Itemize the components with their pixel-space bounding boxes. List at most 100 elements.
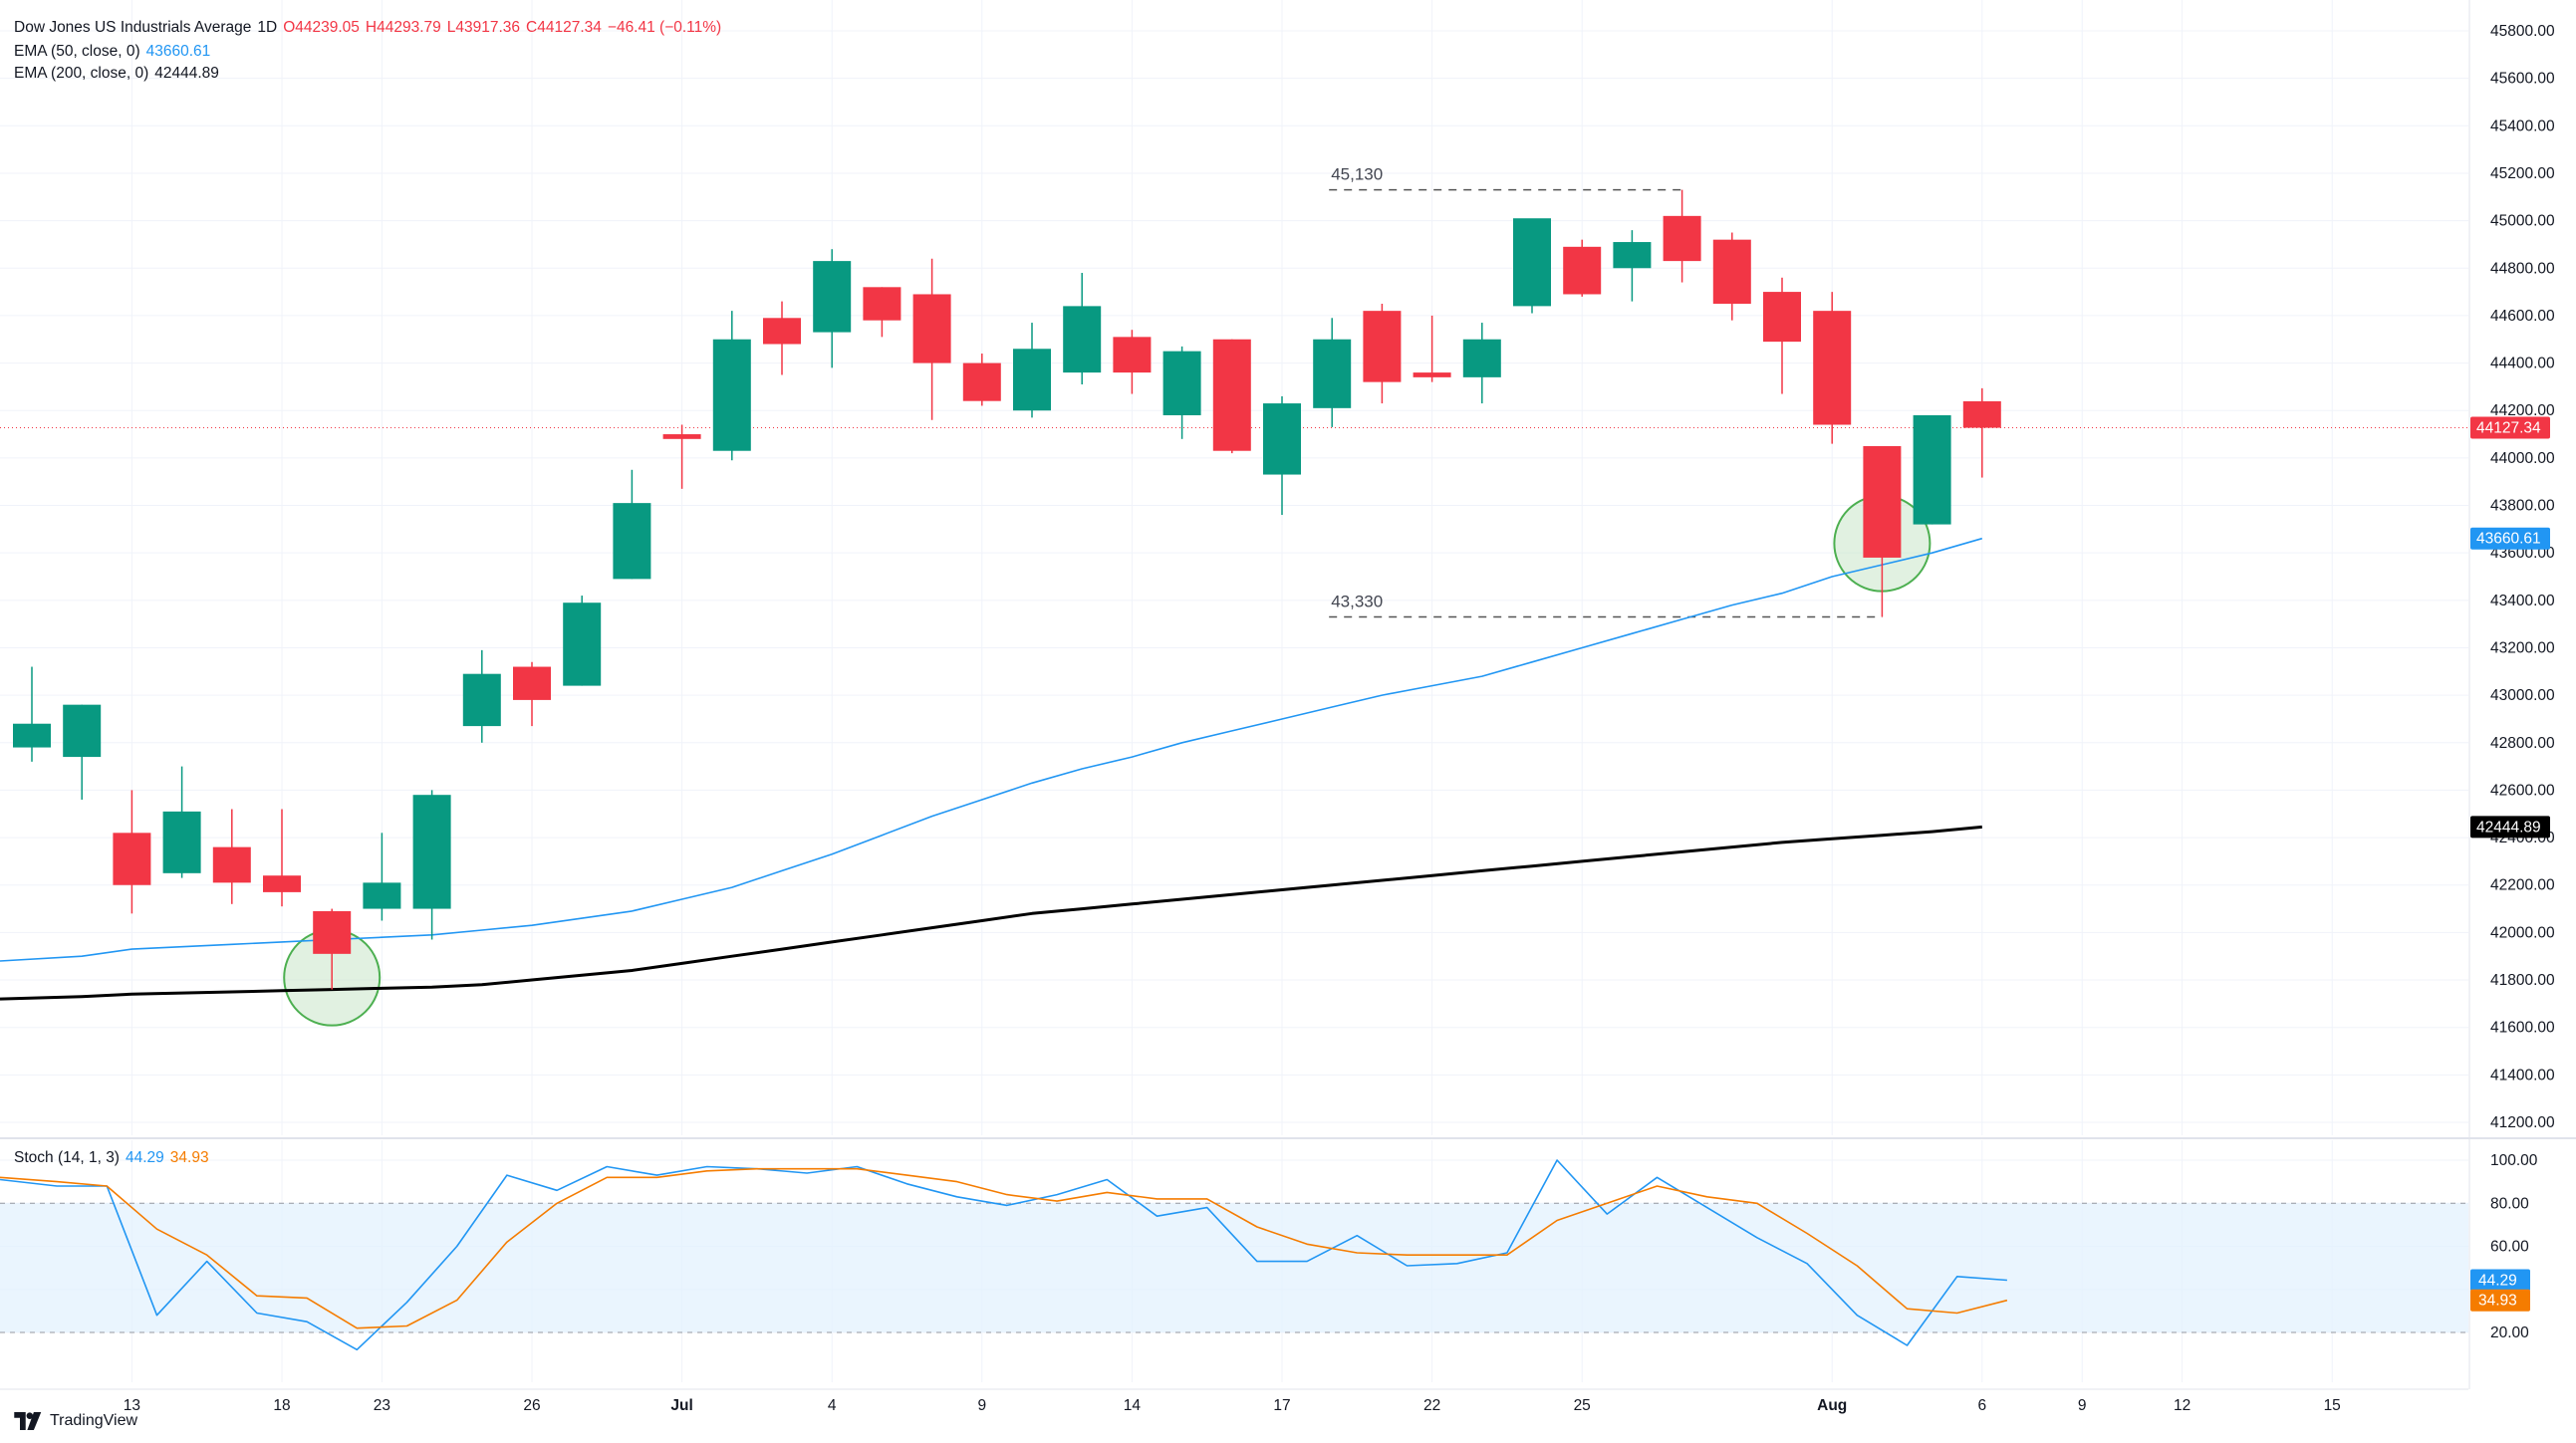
level-label: 43,330 (1331, 593, 1383, 611)
candle-body[interactable] (1363, 311, 1402, 382)
change-value: −46.41 (−0.11%) (607, 19, 722, 36)
price-tick-label: 45200.00 (2490, 165, 2555, 182)
candle-body[interactable] (13, 723, 51, 748)
price-tick-label: 44200.00 (2490, 402, 2555, 419)
price-tick-label: 42200.00 (2490, 877, 2555, 894)
high-value: H44293.79 (365, 19, 441, 36)
candle-body[interactable] (1913, 414, 1951, 525)
candle-body[interactable] (1513, 218, 1551, 307)
level-label: 45,130 (1331, 165, 1383, 184)
candle-body[interactable] (813, 261, 852, 333)
candle-body[interactable] (1813, 311, 1852, 425)
price-tick-label: 43000.00 (2490, 687, 2555, 704)
price-tick-label: 42800.00 (2490, 735, 2555, 752)
last-price-tag-bg (2470, 416, 2550, 439)
candle-body[interactable] (412, 795, 451, 909)
candle-body[interactable] (1413, 372, 1451, 377)
stoch-band (0, 1203, 2468, 1332)
price-tick-label: 45800.00 (2490, 23, 2555, 40)
open-value: O44239.05 (283, 19, 360, 36)
candle-body[interactable] (962, 362, 1001, 401)
ema200-price-tag: 42444.89 (2476, 819, 2541, 836)
candle-body[interactable] (1563, 246, 1602, 295)
candle-body[interactable] (1113, 337, 1152, 373)
stoch-tick-label: 80.00 (2490, 1195, 2529, 1212)
candle-body[interactable] (1613, 242, 1652, 269)
price-tick-label: 41200.00 (2490, 1114, 2555, 1131)
price-tick-label: 41600.00 (2490, 1020, 2555, 1037)
price-tick-label: 41400.00 (2490, 1067, 2555, 1083)
price-tick-label: 43400.00 (2490, 593, 2555, 609)
stoch-k-value: 44.29 (125, 1149, 164, 1166)
time-tick-label: 26 (523, 1397, 540, 1414)
candle-body[interactable] (912, 294, 951, 363)
time-tick-label: 22 (1423, 1397, 1440, 1414)
candle-body[interactable] (1263, 403, 1301, 475)
stoch-k-tag: 44.29 (2478, 1272, 2517, 1289)
stoch-d-tag-bg (2470, 1289, 2530, 1312)
candle-body[interactable] (263, 875, 301, 892)
candle-body[interactable] (863, 287, 902, 321)
price-tick-label: 42600.00 (2490, 782, 2555, 799)
time-tick-label: 9 (2078, 1397, 2087, 1414)
candle-body[interactable] (63, 704, 102, 758)
logo-text: TradingView (50, 1412, 138, 1429)
candle-body[interactable] (162, 811, 201, 873)
price-tick-label: 44600.00 (2490, 308, 2555, 325)
candle-body[interactable] (1313, 339, 1352, 408)
symbol-header: Dow Jones US Industrials Average 1D O44239… (14, 18, 727, 38)
candle-body[interactable] (1712, 239, 1751, 304)
candle-body[interactable] (1212, 339, 1251, 451)
interval-label[interactable]: 1D (257, 19, 278, 36)
price-tick-label: 44800.00 (2490, 260, 2555, 277)
time-tick-label: 14 (1124, 1397, 1142, 1414)
ema50-price-tag-bg (2470, 527, 2550, 550)
time-tick-label: 15 (2324, 1397, 2341, 1414)
price-tick-label: 43800.00 (2490, 498, 2555, 515)
price-tick-label: 45600.00 (2490, 71, 2555, 88)
ema50-value: 43660.61 (145, 43, 211, 60)
candle-body[interactable] (1763, 292, 1801, 343)
price-tick-label: 42000.00 (2490, 924, 2555, 941)
candle-body[interactable] (313, 910, 352, 954)
time-tick-label: 12 (2174, 1397, 2190, 1414)
stoch-k-line[interactable] (0, 1159, 2007, 1351)
stoch-tick-label: 60.00 (2490, 1239, 2529, 1256)
candle-body[interactable] (462, 673, 501, 727)
candle-body[interactable] (613, 503, 651, 580)
ema50-line[interactable] (0, 537, 1983, 962)
candle-body[interactable] (563, 602, 602, 686)
candle-body[interactable] (1063, 306, 1102, 373)
price-tick-label: 41800.00 (2490, 972, 2555, 989)
stoch-d-value: 34.93 (169, 1149, 209, 1166)
ema200-value: 42444.89 (154, 65, 219, 82)
time-tick-label: 13 (124, 1397, 140, 1414)
ema50-legend[interactable]: EMA (50, close, 0) 43660.61 (14, 42, 216, 62)
candle-body[interactable] (113, 833, 151, 885)
stoch-d-tag: 34.93 (2478, 1293, 2517, 1310)
candle-body[interactable] (1962, 400, 2001, 428)
tradingview-logo[interactable]: TradingView (14, 1412, 137, 1430)
candle-body[interactable] (1162, 351, 1201, 415)
stoch-tick-label: 100.00 (2490, 1152, 2538, 1169)
candle-body[interactable] (1013, 349, 1051, 411)
candle-body[interactable] (712, 339, 751, 451)
ema200-legend[interactable]: EMA (200, close, 0) 42444.89 (14, 64, 225, 84)
candle-body[interactable] (1663, 215, 1701, 262)
ema50-price-tag: 43660.61 (2476, 531, 2541, 548)
candle-body[interactable] (1863, 445, 1902, 558)
stoch-legend[interactable]: Stoch (14, 1, 3) 44.29 34.93 (14, 1148, 215, 1168)
ema200-line[interactable] (0, 825, 1982, 1001)
time-tick-label: 25 (1574, 1397, 1591, 1414)
candle-body[interactable] (212, 846, 251, 883)
symbol-name[interactable]: Dow Jones US Industrials Average (14, 19, 252, 36)
candle-body[interactable] (1462, 339, 1501, 377)
stoch-d-line[interactable] (0, 1167, 2008, 1329)
ema200-label: EMA (200, close, 0) (14, 65, 149, 82)
candle-body[interactable] (513, 666, 551, 700)
candle-body[interactable] (763, 318, 801, 345)
candle-body[interactable] (363, 882, 401, 909)
candle-body[interactable] (662, 434, 701, 439)
time-tick-label: 9 (977, 1397, 986, 1414)
